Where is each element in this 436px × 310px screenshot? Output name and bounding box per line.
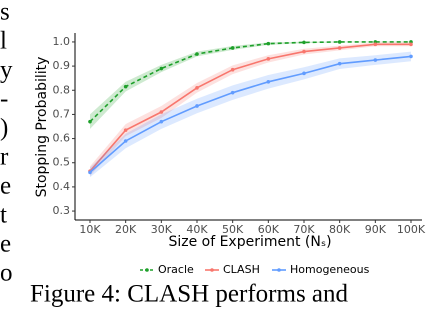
point [123, 84, 128, 89]
y-tick-label: 0.8 [53, 83, 71, 96]
y-tick-label: 1.0 [53, 35, 71, 48]
point [337, 40, 342, 44]
point [337, 61, 342, 66]
point [337, 46, 342, 50]
y-tick-label: 0.5 [53, 156, 71, 169]
point [373, 42, 378, 47]
series-line [89, 43, 411, 172]
point [266, 41, 271, 46]
point [159, 66, 164, 71]
point [302, 71, 306, 76]
x-tick-label: 80K [329, 223, 351, 236]
x-tick-label: 10K [79, 223, 101, 236]
x-tick-label: 90K [365, 223, 387, 236]
margin-fragment: l [0, 28, 7, 55]
point [159, 110, 164, 114]
point [373, 58, 378, 62]
series-line [89, 41, 411, 123]
point [302, 49, 306, 54]
caption: Figure 4: CLASH performs and [30, 281, 349, 308]
x-axis-title: Size of Experiment (Nₛ) [168, 234, 331, 250]
margin-fragment: e [0, 231, 11, 258]
point [195, 104, 199, 108]
point [159, 119, 164, 124]
point [88, 119, 92, 124]
x-tick-label: 20K [115, 223, 137, 236]
margin-fragment: o [0, 260, 13, 287]
point [195, 86, 199, 90]
point [230, 67, 235, 72]
x-tick-label: 60K [258, 223, 280, 236]
margin-fragment: s [0, 0, 10, 26]
point [123, 128, 128, 132]
y-tick-label: 0.4 [53, 180, 71, 193]
legend-key-point [210, 268, 214, 272]
legend-label: Homogeneous [290, 263, 370, 276]
point [409, 42, 413, 47]
series-line [89, 55, 412, 174]
point [302, 40, 306, 45]
point [123, 139, 128, 143]
point [409, 54, 413, 59]
confidence-band [90, 51, 411, 178]
y-tick-label: 0.3 [53, 204, 71, 217]
x-tick-label: 100K [397, 223, 426, 236]
legend-label: Oracle [158, 263, 194, 276]
legend-label: CLASH [223, 263, 260, 276]
x-tick-label: 50K [222, 223, 244, 236]
point [230, 90, 235, 95]
margin-fragment: r [0, 144, 9, 171]
y-tick-label: 0.7 [53, 107, 71, 120]
y-tick-label: 0.6 [53, 132, 71, 145]
point [195, 52, 199, 56]
y-tick-label: 0.9 [53, 59, 71, 72]
x-tick-label: 70K [293, 223, 315, 236]
point [266, 80, 271, 84]
legend-key-point [277, 268, 281, 272]
confidence-band [90, 41, 411, 129]
point [230, 46, 235, 50]
margin-fragment: ) [0, 115, 8, 142]
margin-fragment: t [0, 202, 7, 229]
margin-fragment: - [0, 86, 8, 113]
legend-key-point [145, 268, 149, 272]
point [266, 57, 271, 61]
x-tick-label: 30K [151, 223, 173, 236]
y-axis-title: Stopping Probability [34, 57, 50, 198]
margin-fragment: e [0, 173, 11, 200]
margin-fragment: y [0, 57, 13, 84]
x-tick-label: 40K [186, 223, 208, 236]
point [88, 170, 92, 175]
